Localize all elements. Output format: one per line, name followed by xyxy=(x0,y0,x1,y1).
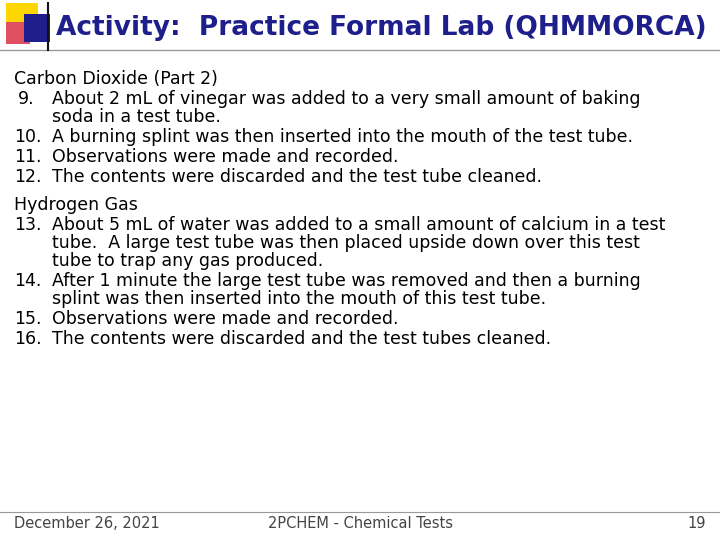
Text: 9.: 9. xyxy=(18,90,35,108)
Text: tube.  A large test tube was then placed upside down over this test: tube. A large test tube was then placed … xyxy=(52,234,640,252)
Text: 11.: 11. xyxy=(14,148,42,166)
Text: Carbon Dioxide (Part 2): Carbon Dioxide (Part 2) xyxy=(14,70,218,88)
Text: splint was then inserted into the mouth of this test tube.: splint was then inserted into the mouth … xyxy=(52,290,546,308)
Text: Activity:  Practice Formal Lab (QHMMORCA): Activity: Practice Formal Lab (QHMMORCA) xyxy=(56,15,706,41)
Text: Hydrogen Gas: Hydrogen Gas xyxy=(14,196,138,214)
Bar xyxy=(24,14,50,42)
Text: soda in a test tube.: soda in a test tube. xyxy=(52,108,221,126)
Text: December 26, 2021: December 26, 2021 xyxy=(14,516,160,531)
Text: 12.: 12. xyxy=(14,168,42,186)
Text: 2PCHEM - Chemical Tests: 2PCHEM - Chemical Tests xyxy=(268,516,452,531)
Text: 14.: 14. xyxy=(14,272,41,290)
Text: tube to trap any gas produced.: tube to trap any gas produced. xyxy=(52,252,323,270)
Text: About 5 mL of water was added to a small amount of calcium in a test: About 5 mL of water was added to a small… xyxy=(52,216,665,234)
Text: The contents were discarded and the test tube cleaned.: The contents were discarded and the test… xyxy=(52,168,542,186)
Text: 15.: 15. xyxy=(14,310,42,328)
Text: Observations were made and recorded.: Observations were made and recorded. xyxy=(52,310,398,328)
Text: 10.: 10. xyxy=(14,128,42,146)
Text: The contents were discarded and the test tubes cleaned.: The contents were discarded and the test… xyxy=(52,330,551,348)
Text: 19: 19 xyxy=(688,516,706,531)
Bar xyxy=(6,3,38,35)
Text: 13.: 13. xyxy=(14,216,42,234)
Text: 16.: 16. xyxy=(14,330,42,348)
Text: After 1 minute the large test tube was removed and then a burning: After 1 minute the large test tube was r… xyxy=(52,272,641,290)
Text: A burning splint was then inserted into the mouth of the test tube.: A burning splint was then inserted into … xyxy=(52,128,633,146)
Text: Observations were made and recorded.: Observations were made and recorded. xyxy=(52,148,398,166)
Text: About 2 mL of vinegar was added to a very small amount of baking: About 2 mL of vinegar was added to a ver… xyxy=(52,90,641,108)
Bar xyxy=(6,22,30,44)
